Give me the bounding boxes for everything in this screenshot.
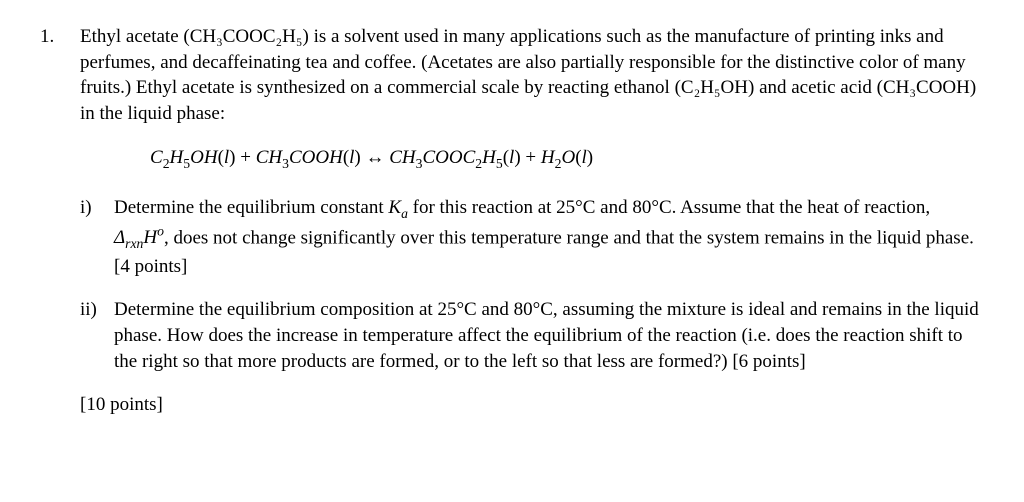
question-intro: Ethyl acetate (CH₃COOC₂H₅) is a solvent … [80, 24, 984, 127]
question-number: 1. [40, 24, 80, 418]
reaction-equation: C2H5OH(l) + CH3COOH(l) ↔ CH3COOC2H5(l) +… [150, 145, 984, 173]
pi-delta: Δ [114, 227, 125, 248]
pi-hsup: o [157, 224, 164, 239]
part-text: Determine the equilibrium composition at… [114, 297, 984, 374]
pi-dsub: rxn [125, 236, 143, 251]
pi-t2: for this reaction at 25°C and 80°C. Assu… [408, 197, 930, 218]
pi-h: H [143, 227, 157, 248]
total-points: [10 points] [80, 392, 984, 418]
pi-ksub: a [401, 206, 408, 221]
pi-t1: Determine the equilibrium constant [114, 197, 388, 218]
part-marker: ii) [80, 297, 114, 374]
part-i: i) Determine the equilibrium constant Ka… [80, 195, 984, 280]
part-marker: i) [80, 195, 114, 280]
pi-t3: , does not change significantly over thi… [114, 227, 974, 276]
question-block: 1. Ethyl acetate (CH₃COOC₂H₅) is a solve… [40, 24, 984, 418]
part-ii: ii) Determine the equilibrium compositio… [80, 297, 984, 374]
part-text: Determine the equilibrium constant Ka fo… [114, 195, 984, 280]
question-body: Ethyl acetate (CH₃COOC₂H₅) is a solvent … [80, 24, 984, 418]
pi-k: K [388, 197, 401, 218]
